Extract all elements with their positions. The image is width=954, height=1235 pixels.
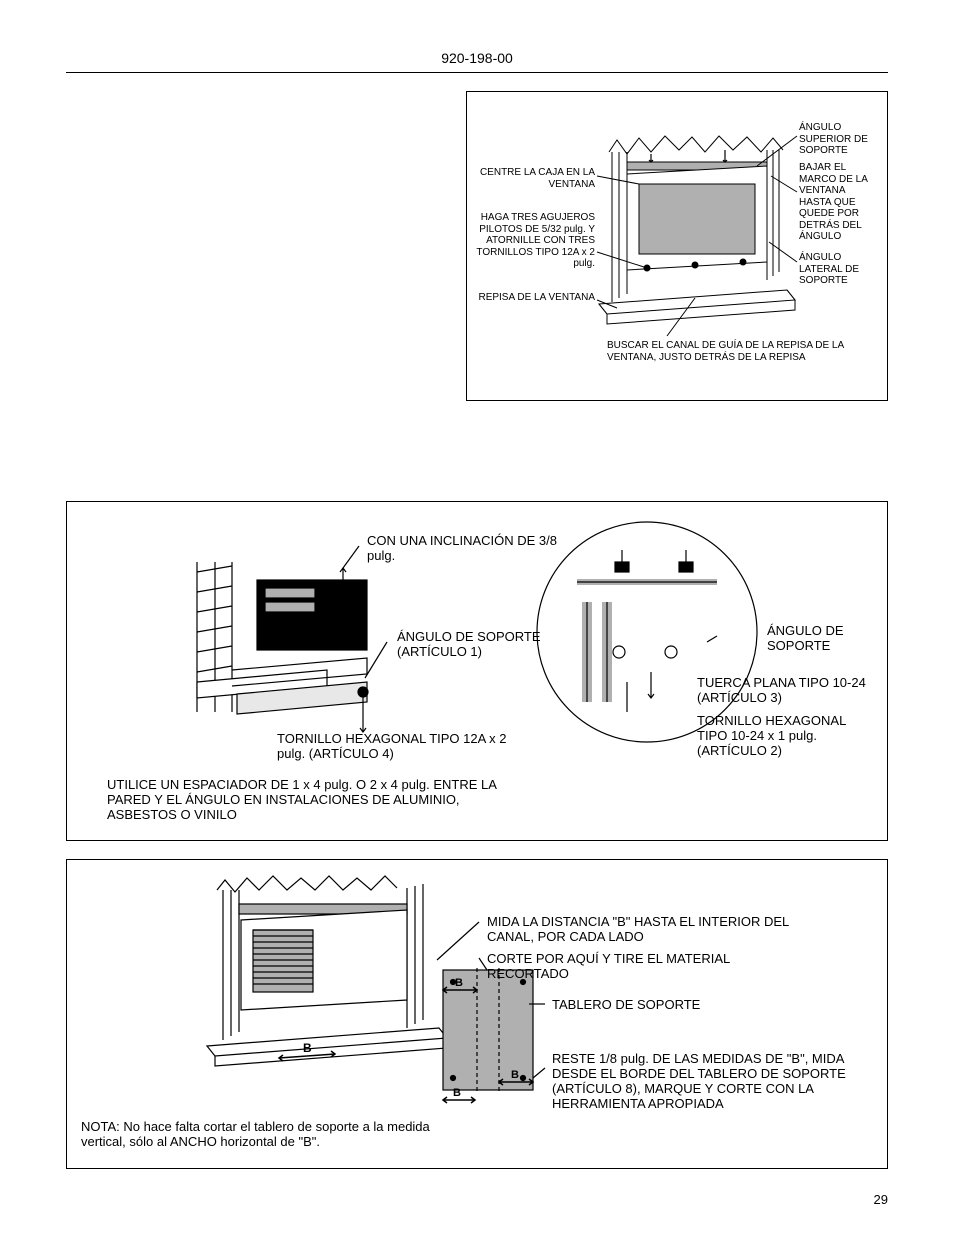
fig1-label-ang-lat: ÁNGULO LATERAL DE SOPORTE [799,252,879,287]
page-number: 29 [874,1192,888,1207]
fig2-label-tornillo-art4: TORNILLO HEXAGONAL TIPO 12A x 2 pulg. (A… [277,732,527,762]
fig2-label-espaciador: UTILICE UN ESPACIADOR DE 1 x 4 pulg. O 2… [107,778,507,823]
svg-text:B: B [455,977,463,989]
fig1-label-centre: CENTRE LA CAJA EN LA VENTANA [475,167,595,190]
figure-2: CON UNA INCLINACIÓN DE 3/8 pulg. ÁNGULO … [66,501,888,841]
svg-text:B: B [453,1087,461,1099]
fig2-label-angulo-soporte: ÁNGULO DE SOPORTE [767,624,867,654]
doc-header: 920-198-00 [66,50,888,73]
svg-text:B: B [511,1069,519,1081]
fig2-label-tornillo-art2: TORNILLO HEXAGONAL TIPO 10-24 x 1 pulg. … [697,714,867,759]
fig3-label-mida: MIDA LA DISTANCIA "B" HASTA EL INTERIOR … [487,915,807,945]
fig2-label-tuerca-art3: TUERCA PLANA TIPO 10-24 (ARTÍCULO 3) [697,676,867,706]
fig3-label-corte: CORTE POR AQUÍ Y TIRE EL MATERIAL RECORT… [487,952,807,982]
fig2-label-inclinacion: CON UNA INCLINACIÓN DE 3/8 pulg. [367,534,567,564]
fig2-label-angulo-art1: ÁNGULO DE SOPORTE (ARTÍCULO 1) [397,630,577,660]
fig1-label-buscar: BUSCAR EL CANAL DE GUÍA DE LA REPISA DE … [607,340,877,363]
fig1-label-haga: HAGA TRES AGUJEROS PILOTOS DE 5/32 pulg.… [475,212,595,270]
fig3-label-nota: NOTA: No hace falta cortar el tablero de… [81,1120,461,1150]
fig3-label-reste: RESTE 1/8 pulg. DE LAS MEDIDAS DE "B", M… [552,1052,852,1112]
fig3-label-tablero: TABLERO DE SOPORTE [552,998,802,1013]
figure-1: CENTRE LA CAJA EN LA VENTANA HAGA TRES A… [466,91,888,401]
fig1-label-ang-sup: ÁNGULO SUPERIOR DE SOPORTE [799,122,879,157]
page: 920-198-00 [0,0,954,1235]
figure-3: B B B [66,859,888,1169]
doc-number: 920-198-00 [441,50,513,66]
svg-text:B: B [303,1041,312,1055]
fig1-label-bajar: BAJAR EL MARCO DE LA VENTANA HASTA QUE Q… [799,162,879,243]
fig1-label-repisa: REPISA DE LA VENTANA [475,292,595,304]
